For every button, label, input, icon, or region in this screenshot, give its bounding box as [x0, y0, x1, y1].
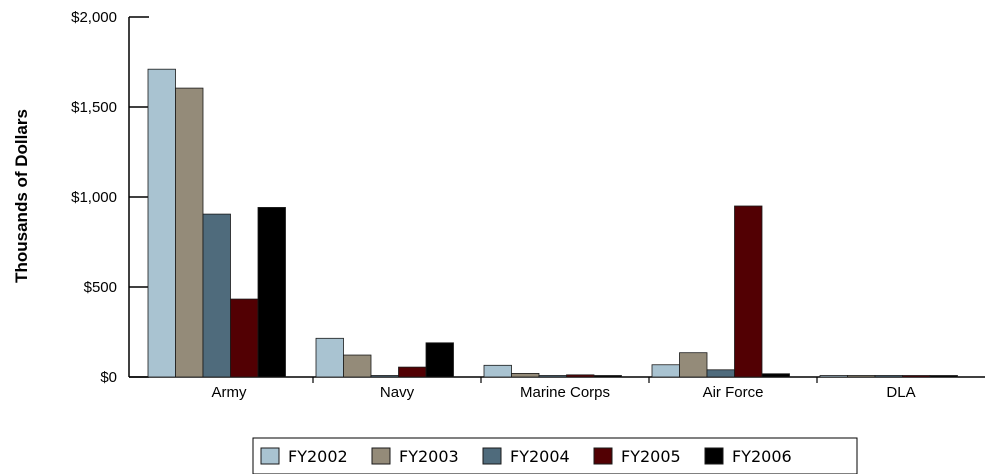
bar-fy2005 [398, 366, 427, 378]
bar-fy2002 [483, 364, 512, 378]
bar-fy2002 [315, 337, 344, 378]
bar-fy2002 [147, 68, 176, 378]
bar-fy2005 [230, 298, 259, 378]
legend-swatch [260, 447, 280, 465]
y-tick-label: $2,000 [71, 9, 117, 26]
legend-label: FY2005 [621, 447, 681, 466]
legend-swatch [593, 447, 613, 465]
category-label: Marine Corps [520, 384, 610, 401]
category-label: Army [212, 384, 247, 401]
bar-fy2005 [902, 375, 931, 378]
plot-area: $0 $500 $1,000 $1,500 $2,000 Army Navy Marine C… [71, 9, 985, 401]
bar-fy2006 [593, 375, 622, 378]
legend-label: FY2003 [399, 447, 459, 466]
bar-fy2004 [202, 213, 231, 378]
legend-swatch [371, 447, 391, 465]
bar-fy2002 [651, 364, 680, 378]
legend-swatch [704, 447, 724, 465]
legend-label: FY2006 [732, 447, 792, 466]
bar-fy2003 [511, 372, 540, 378]
bar-fy2003 [175, 87, 204, 378]
bar-fy2005 [734, 205, 763, 378]
bar-fy2006 [257, 207, 286, 378]
bar-fy2004 [370, 375, 399, 378]
bar-fy2004 [874, 375, 903, 378]
y-tick-label: $500 [84, 279, 117, 296]
bar-fy2005 [566, 374, 595, 378]
legend-box [252, 437, 858, 474]
bar-fy2006 [425, 342, 454, 378]
category-label: Navy [380, 384, 415, 401]
bar-fy2004 [706, 369, 735, 378]
bar-fy2003 [847, 375, 876, 378]
legend-label: FY2002 [288, 447, 348, 466]
bar-fy2006 [929, 375, 958, 378]
y-axis-title: Thousands of Dollars [12, 109, 31, 283]
legend: FY2002 FY2003 FY2004 FY2005 FY2006 [252, 437, 858, 474]
category-label: DLA [886, 384, 915, 401]
bar-fy2004 [538, 375, 567, 378]
y-tick-label: $1,000 [71, 189, 117, 206]
bar-fy2002 [819, 375, 848, 378]
y-tick-label: $1,500 [71, 99, 117, 116]
legend-label: FY2004 [510, 447, 570, 466]
bar-fy2003 [343, 354, 372, 378]
category-label: Air Force [703, 384, 764, 401]
y-tick-label: $0 [100, 369, 117, 386]
legend-swatch [482, 447, 502, 465]
bar-fy2003 [679, 352, 708, 378]
bar-fy2006 [761, 373, 790, 378]
